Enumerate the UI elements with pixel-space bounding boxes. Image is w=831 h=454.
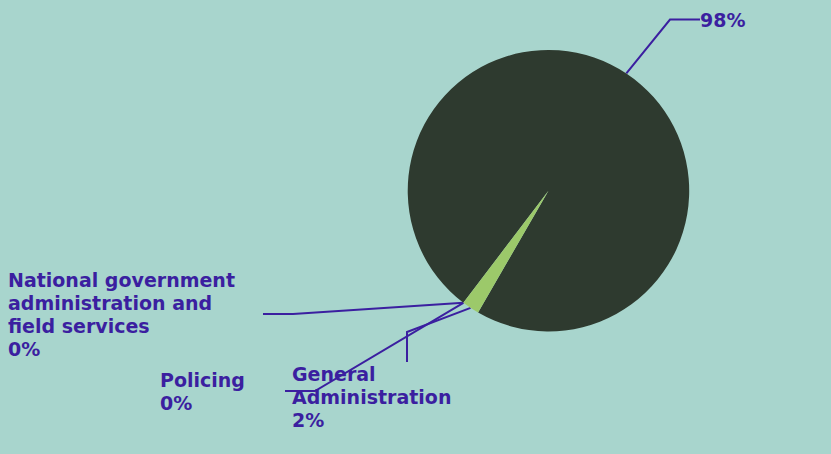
- svg-text:Administration: Administration: [292, 386, 451, 408]
- svg-text:Policing: Policing: [160, 369, 245, 391]
- svg-text:0%: 0%: [8, 338, 40, 360]
- svg-text:administration and: administration and: [8, 292, 219, 314]
- svg-text:98%: 98%: [700, 9, 745, 31]
- svg-text:National government: National government: [8, 269, 242, 291]
- svg-text:2%: 2%: [292, 409, 324, 431]
- svg-text:field services: field services: [8, 315, 150, 337]
- svg-text:General: General: [292, 363, 382, 385]
- svg-text:0%: 0%: [160, 392, 192, 414]
